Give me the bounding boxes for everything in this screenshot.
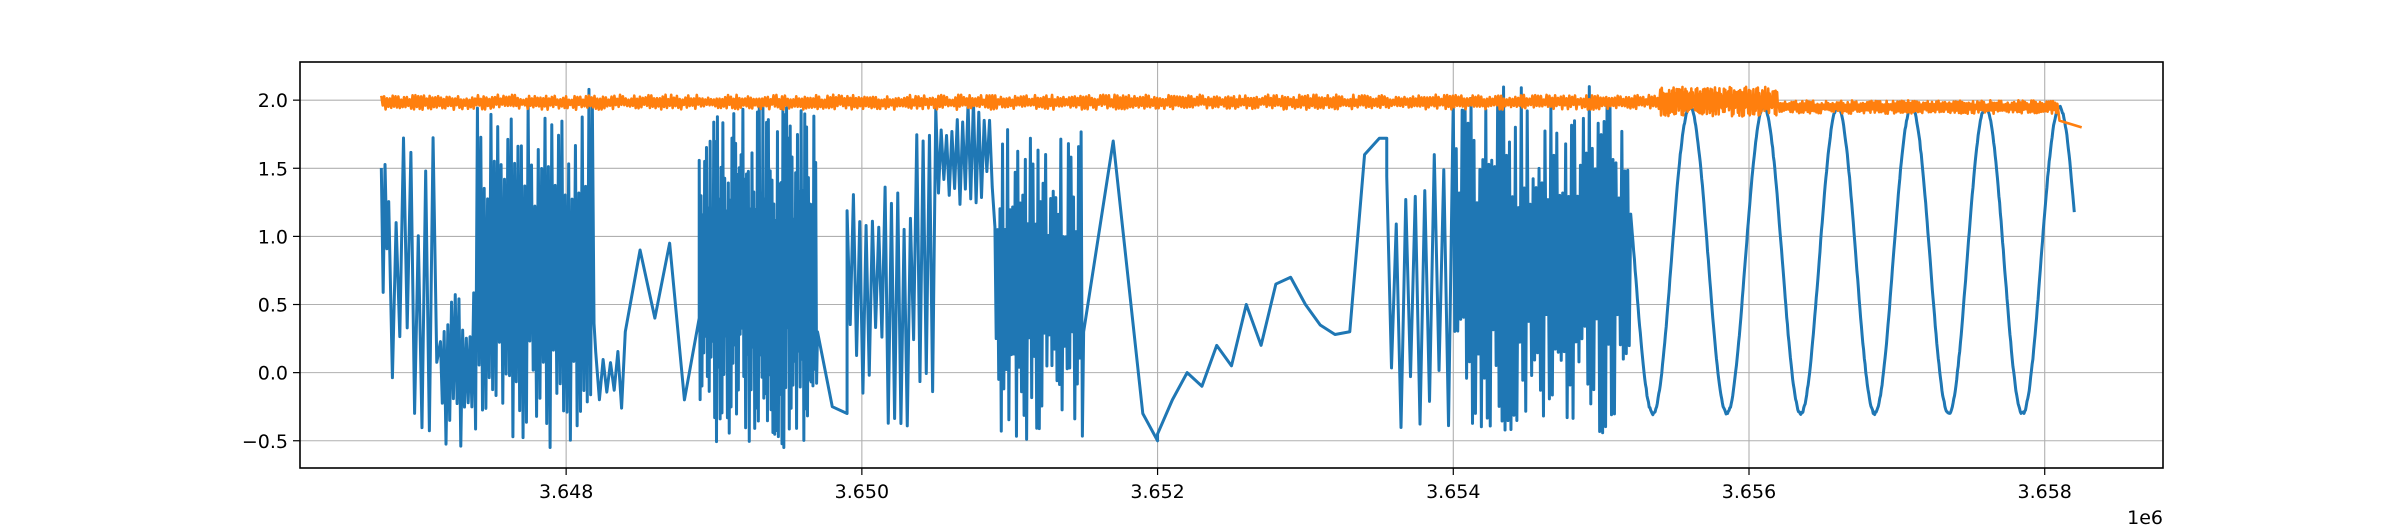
plot-frame <box>299 61 2164 469</box>
y-axis: −0.5 0.0 0.5 1.0 1.5 2.0 <box>242 90 300 453</box>
series-group <box>379 85 2083 450</box>
y-tick-label: 1.0 <box>258 226 288 248</box>
x-tick-label: 3.648 <box>539 481 593 503</box>
y-tick-label: 0.0 <box>258 363 288 385</box>
y-tick-label: −0.5 <box>242 431 288 453</box>
x-tick-label: 3.654 <box>1426 481 1480 503</box>
x-tick-label: 3.652 <box>1130 481 1184 503</box>
series-line-1 <box>379 85 2076 450</box>
series-line-2 <box>380 85 2083 129</box>
y-tick-label: 2.0 <box>258 90 288 112</box>
x-axis-offset-label: 1e6 <box>2127 507 2163 525</box>
x-tick-label: 3.658 <box>2018 481 2072 503</box>
x-tick-label: 3.650 <box>835 481 889 503</box>
y-tick-label: 1.5 <box>258 158 288 180</box>
x-tick-label: 3.656 <box>1722 481 1776 503</box>
y-tick-label: 0.5 <box>258 295 288 317</box>
x-axis: 3.648 3.650 3.652 3.654 3.656 3.658 <box>539 468 2072 503</box>
